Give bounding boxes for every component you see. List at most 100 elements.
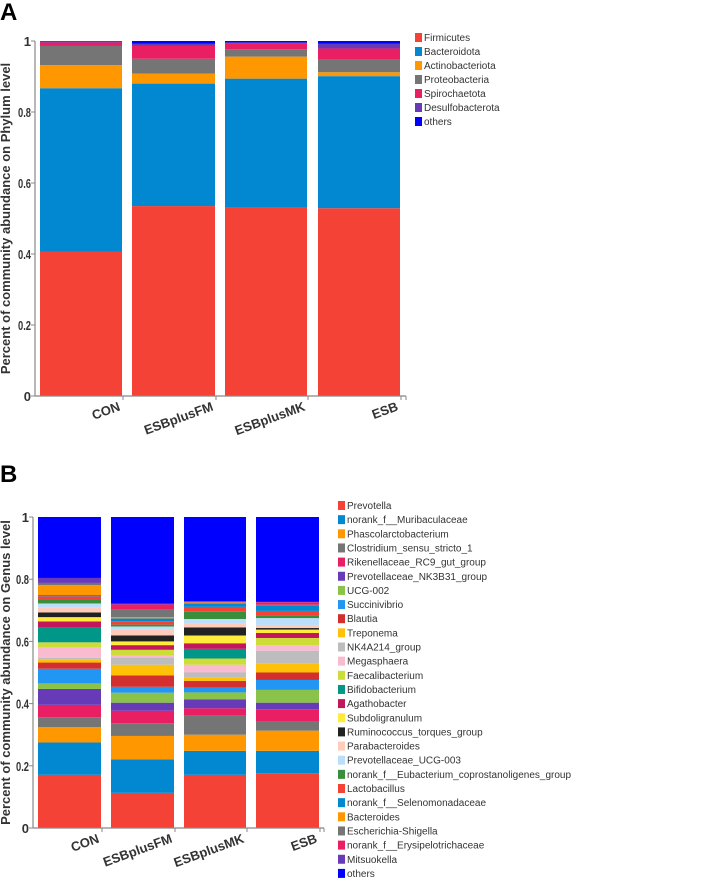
bar-segment	[40, 41, 122, 43]
legend-swatch	[338, 515, 345, 525]
bar-segment	[256, 629, 319, 634]
y-tick-label: 0.4	[18, 247, 32, 262]
y-tick-label: 0	[24, 389, 31, 404]
bar-segment	[111, 735, 174, 760]
bar-segment	[111, 517, 174, 604]
bar-segment	[38, 642, 101, 647]
legend-swatch	[338, 699, 345, 709]
bar-segment	[111, 792, 174, 828]
legend-label: Succinivibrio	[347, 600, 404, 611]
bar-segment	[38, 659, 101, 663]
bar-segment	[111, 618, 174, 622]
bar-segment	[111, 624, 174, 627]
bar-segment	[256, 604, 319, 606]
legend-swatch	[338, 868, 345, 878]
bar-segment	[256, 633, 319, 638]
legend-label: norank_f__Erysipelotrichaceae	[347, 841, 485, 852]
bar-segment	[256, 663, 319, 673]
legend-label: Proteobacteria	[424, 75, 489, 86]
bar-segment	[40, 251, 122, 396]
bar-segment	[111, 657, 174, 665]
legend-swatch	[338, 628, 345, 638]
bar-segment	[40, 45, 122, 66]
legend-label: Rikenellaceae_RC9_gut_group	[347, 558, 486, 569]
bar-segment	[38, 599, 101, 604]
bar-segment	[184, 680, 246, 688]
bar-segment	[256, 628, 319, 630]
bar-segment	[111, 655, 174, 658]
bar-segment	[38, 607, 101, 613]
bar-segment	[256, 618, 319, 625]
y-tick-label: 0.8	[18, 105, 31, 120]
legend-label: Mitsuokella	[347, 855, 397, 866]
bar-segment	[111, 759, 174, 793]
bar-segment	[38, 704, 101, 718]
y-axis-label: Percent of community abundance on Phylum…	[0, 63, 13, 374]
bar-segment	[256, 750, 319, 774]
bar-segment	[184, 643, 246, 649]
bar-segment	[256, 773, 319, 828]
x-tick-label: ESBplusMK	[172, 831, 247, 871]
legend-label: norank_f__Eubacterium_coprostanoligenes_…	[347, 770, 571, 781]
bar-segment	[111, 649, 174, 656]
bar-segment	[256, 702, 319, 710]
bar-segment	[256, 615, 319, 619]
bar-segment	[256, 610, 319, 616]
bar-segment	[184, 635, 246, 644]
legend: Prevotella norank_f__Muribaculaceae Phasco…	[338, 501, 571, 880]
legend-label: Bacteroidota	[424, 47, 481, 58]
bar-segment	[38, 596, 101, 600]
legend-label: Prevotella	[347, 501, 392, 512]
bar-segment	[184, 664, 246, 673]
bar-segment	[111, 645, 174, 650]
bar-segment	[40, 88, 122, 252]
bar-segment	[38, 585, 101, 596]
bar-segment	[111, 723, 174, 736]
legend-label: Ruminococcus_torques_group	[347, 727, 483, 738]
bar-segment	[111, 635, 174, 642]
legend-label: Actinobacteriota	[424, 61, 496, 72]
bar-segment	[184, 648, 246, 659]
bar-segment	[38, 727, 101, 743]
legend-swatch	[338, 656, 345, 666]
legend-label: Clostridium_sensu_stricto_1	[347, 543, 473, 554]
bar-segment	[111, 621, 174, 625]
bar-segment	[256, 605, 319, 611]
x-tick-label: ESBplusFM	[142, 399, 215, 438]
bar-segment	[318, 41, 400, 44]
bar-segment	[184, 602, 246, 604]
panel-label: B	[0, 461, 17, 488]
y-tick-label: 1	[22, 510, 29, 525]
y-tick-label: 1	[24, 34, 31, 49]
legend-swatch	[338, 769, 345, 779]
bar-segment	[38, 717, 101, 728]
legend-label: norank_f__Muribaculaceae	[347, 515, 468, 526]
bar-segment	[38, 583, 101, 586]
legend-label: Escherichia-Shigella	[347, 826, 438, 837]
legend-label: Spirochaetota	[424, 89, 486, 100]
legend-swatch	[415, 89, 422, 98]
bar-segment	[111, 641, 174, 646]
bar-segment	[256, 709, 319, 722]
bar-segment	[111, 686, 174, 693]
bar-segment	[184, 708, 246, 716]
y-tick-label: 0.2	[16, 759, 29, 774]
legend-label: Megasphaera	[347, 657, 409, 668]
legend-swatch	[338, 798, 345, 808]
bar-segment	[111, 710, 174, 724]
bar-segment	[225, 207, 307, 396]
legend-swatch	[338, 585, 345, 595]
bar-segment	[38, 774, 101, 828]
bar-segment	[256, 517, 319, 602]
legend-label: Parabacteroides	[347, 742, 420, 753]
bar-segment	[184, 623, 246, 628]
legend-swatch	[338, 826, 345, 836]
legend-swatch	[338, 529, 345, 539]
legend-swatch	[338, 600, 345, 610]
legend-label: norank_f__Selenomonadaceae	[347, 798, 486, 809]
bar-segment	[184, 603, 246, 607]
bar-segment	[256, 721, 319, 731]
bar-segment	[184, 672, 246, 678]
bar-segment	[132, 58, 215, 74]
